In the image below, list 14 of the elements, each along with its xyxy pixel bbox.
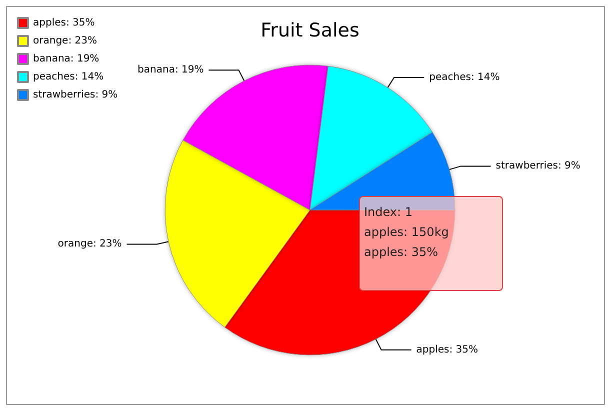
legend-label: apples: 35% xyxy=(33,18,95,28)
legend-label: peaches: 14% xyxy=(33,72,104,82)
text: apples: 150kg xyxy=(364,224,450,241)
slice-label: apples: 35% xyxy=(416,344,478,356)
legend-label: strawberries: 9% xyxy=(33,90,118,100)
legend-label: orange: 23% xyxy=(33,36,97,46)
text: apples: 35% xyxy=(364,244,440,261)
chart-title: Fruit Sales xyxy=(260,20,360,42)
slice-label: peaches: 14% xyxy=(429,72,500,83)
slice-label: orange: 23% xyxy=(58,238,122,250)
legend-label: banana: 19% xyxy=(33,54,100,64)
slice-label: banana: 19% xyxy=(138,64,204,76)
text: Index: 1 xyxy=(364,204,414,221)
slice-label: strawberries: 9% xyxy=(496,160,580,172)
